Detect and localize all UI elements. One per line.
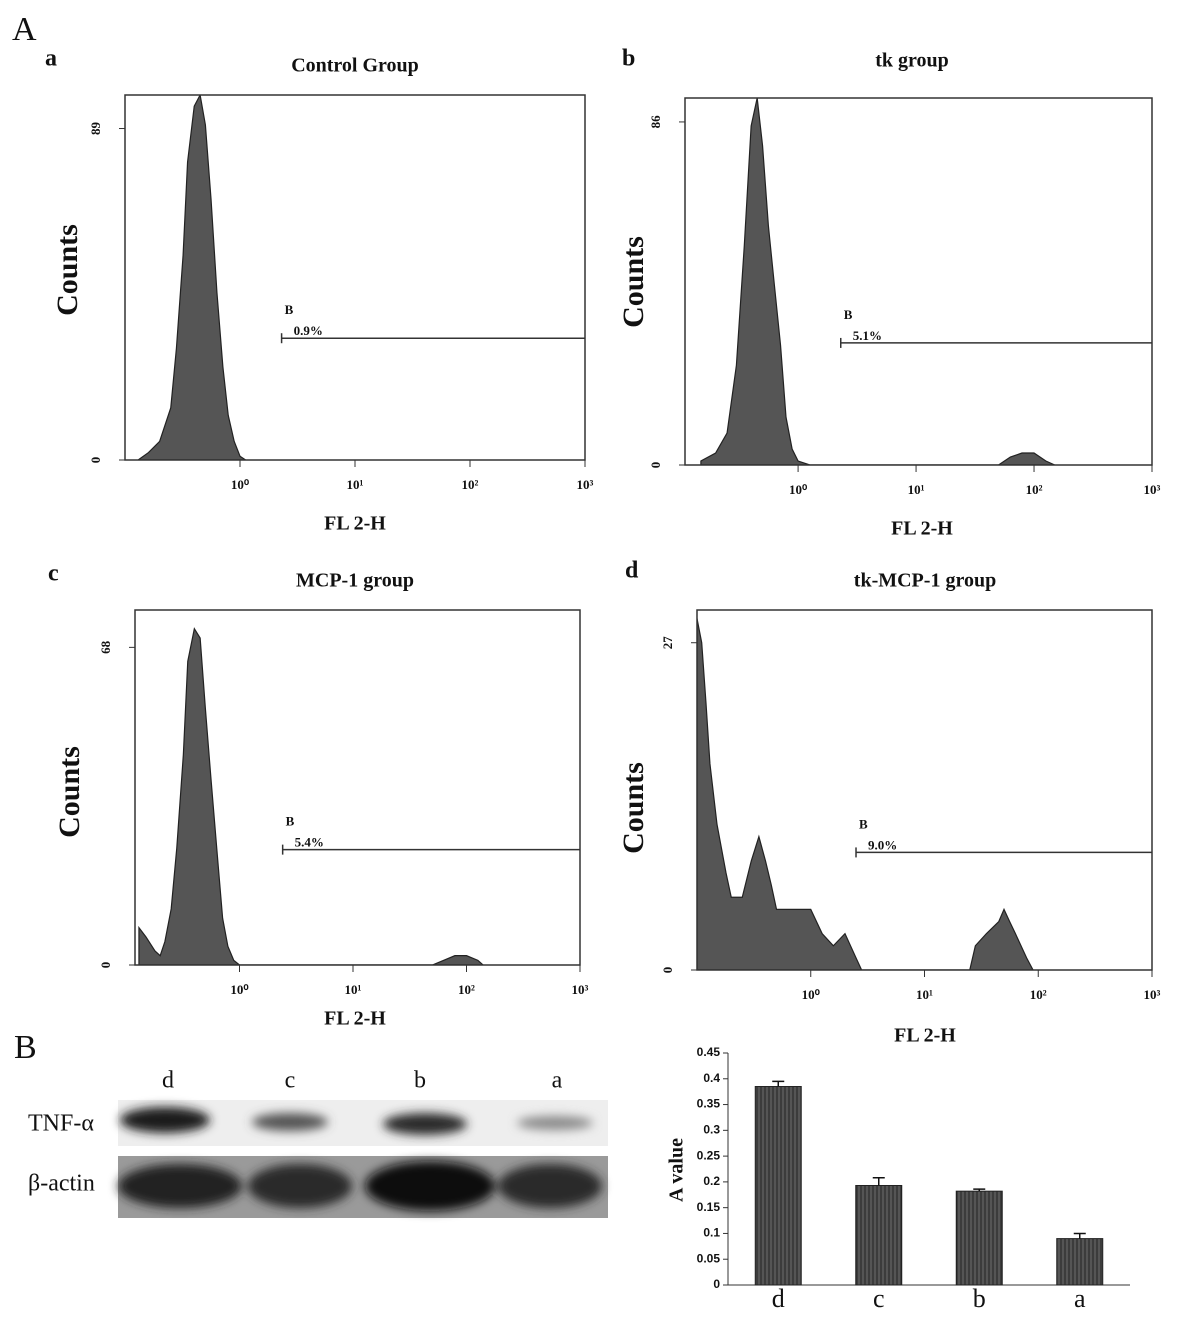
y-tick-label: 86 — [648, 115, 663, 129]
row-label: TNF-α — [28, 1111, 94, 1137]
x-tick-label: 10¹ — [345, 982, 362, 997]
lane-label: a — [552, 1068, 563, 1094]
histogram — [137, 95, 247, 460]
y-tick-label: 0 — [98, 962, 113, 969]
x-tick-label: 10² — [458, 982, 475, 997]
x-axis-label: FL 2-H — [894, 1025, 956, 1047]
section-label: A — [12, 11, 37, 48]
lane-label: d — [162, 1068, 174, 1094]
plot-frame — [134, 609, 581, 966]
y-tick-label: 0 — [648, 462, 663, 469]
panel-label: b — [622, 46, 635, 72]
y-tick-label: 0.4 — [703, 1071, 720, 1085]
y-tick-label: 0.1 — [703, 1226, 720, 1240]
x-tick-label: 10³ — [577, 477, 594, 492]
chart-title: Control Group — [291, 55, 419, 77]
gate-label: B — [286, 814, 295, 829]
section-label: B — [14, 1029, 37, 1066]
gate-percent: 5.4% — [295, 835, 324, 850]
x-tick-label: 10² — [1026, 482, 1043, 497]
error-bar — [772, 1080, 785, 1087]
gate-percent: 5.1% — [853, 328, 882, 343]
x-tick-label: 10⁰ — [231, 477, 250, 492]
blot-image — [118, 1100, 608, 1218]
x-tick-label: 10⁰ — [789, 482, 808, 497]
gate-label: B — [844, 307, 853, 322]
y-tick-label: 27 — [660, 636, 675, 650]
x-tick-label: 10³ — [572, 982, 589, 997]
y-tick-label: 0.05 — [697, 1251, 721, 1265]
y-axis-label: Counts — [53, 746, 86, 838]
y-tick-label: 0 — [88, 457, 103, 464]
gate-label: B — [859, 816, 868, 831]
x-tick-label: 10³ — [1144, 987, 1161, 1002]
bar — [754, 1086, 802, 1286]
x-tick-label: 10¹ — [347, 477, 364, 492]
error-bar — [1073, 1232, 1086, 1239]
x-tick-label: d — [772, 1284, 785, 1313]
x-tick-label: 10³ — [1144, 482, 1161, 497]
chart-title: MCP-1 group — [296, 570, 414, 592]
gate-label: B — [285, 302, 294, 317]
y-tick-label: 0.3 — [703, 1123, 720, 1137]
x-tick-label: 10⁰ — [802, 987, 821, 1002]
x-tick-label: 10⁰ — [230, 982, 249, 997]
y-tick-label: 0 — [660, 967, 675, 974]
chart-title: tk-MCP-1 group — [854, 570, 996, 592]
panel-label: d — [625, 558, 639, 584]
x-tick-label: 10² — [1030, 987, 1047, 1002]
y-axis-label: Counts — [617, 236, 650, 328]
y-tick-label: 0 — [713, 1277, 720, 1291]
x-axis-label: FL 2-H — [324, 1008, 386, 1030]
gate-percent: 0.9% — [294, 323, 323, 338]
y-axis-label: Counts — [617, 762, 650, 854]
y-tick-label: 0.25 — [697, 1148, 721, 1162]
x-axis-label: FL 2-H — [324, 513, 386, 535]
panel-label: c — [48, 561, 59, 587]
plot-frame — [684, 97, 1153, 466]
y-tick-label: 0.35 — [697, 1097, 721, 1111]
error-bar — [973, 1188, 986, 1192]
bar — [855, 1184, 903, 1286]
lane-label: c — [285, 1068, 296, 1094]
lane-label: b — [414, 1068, 426, 1094]
x-tick-label: 10¹ — [916, 987, 933, 1002]
x-tick-label: b — [973, 1284, 986, 1313]
x-axis-label: FL 2-H — [891, 518, 953, 540]
chart-title: tk group — [875, 50, 949, 72]
y-tick-label: 0.45 — [697, 1045, 721, 1059]
y-tick-label: 89 — [88, 122, 103, 136]
x-tick-label: c — [873, 1284, 885, 1313]
panel-label: a — [45, 46, 57, 72]
y-tick-label: 0.15 — [697, 1200, 721, 1214]
bar — [955, 1190, 1003, 1286]
histogram — [697, 618, 1034, 970]
error-bar — [872, 1177, 885, 1186]
row-label: β-actin — [28, 1171, 95, 1197]
y-axis-label: A value — [666, 1138, 688, 1202]
x-tick-label: 10¹ — [908, 482, 925, 497]
bar — [1056, 1238, 1104, 1286]
histogram — [138, 627, 484, 965]
y-axis-label: Counts — [51, 224, 84, 316]
x-tick-label: 10² — [462, 477, 479, 492]
histogram — [700, 98, 1056, 465]
y-tick-label: 0.2 — [703, 1174, 720, 1188]
gate-percent: 9.0% — [868, 837, 897, 852]
x-tick-label: a — [1074, 1284, 1086, 1313]
y-tick-label: 68 — [98, 640, 113, 654]
